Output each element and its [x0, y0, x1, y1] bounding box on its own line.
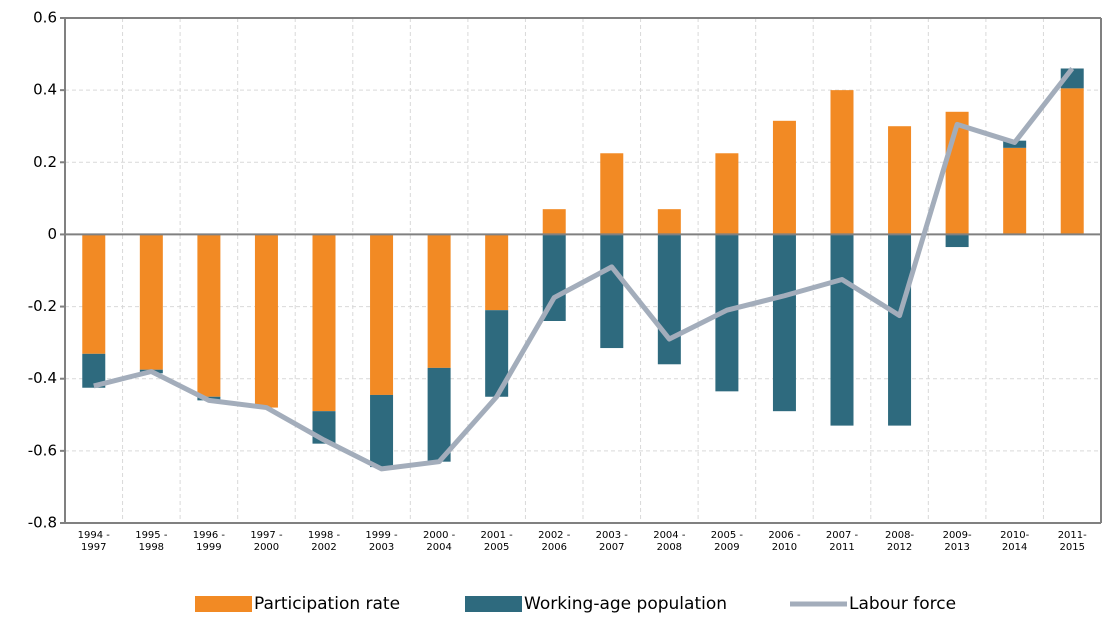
y-tick-label: 0	[47, 225, 57, 243]
bar	[657, 234, 681, 365]
x-tick-label: 2000 - 2004	[422, 530, 456, 553]
legend-swatch	[465, 596, 522, 612]
legend-label: Labour force	[849, 594, 956, 614]
bar	[830, 234, 854, 426]
y-tick-label: 0.4	[33, 81, 57, 99]
bar	[427, 234, 451, 368]
y-tick-label: 0.6	[33, 9, 57, 27]
bar	[772, 234, 796, 412]
x-tick-label: 1998 - 2002	[307, 530, 341, 553]
x-tick-label: 2011- 2015	[1057, 530, 1087, 553]
bar	[485, 310, 509, 397]
bar	[888, 126, 912, 235]
bar	[830, 90, 854, 235]
bar	[485, 234, 509, 311]
bar	[542, 234, 566, 321]
x-tick-label: 2002 - 2006	[538, 530, 571, 553]
x-tick-label: 2003 - 2007	[595, 530, 628, 553]
y-tick-label: -0.4	[28, 369, 57, 387]
y-tick-label: -0.6	[28, 441, 57, 459]
x-tick-label: 2008- 2012	[885, 530, 915, 553]
bar	[82, 234, 106, 354]
legend-label: Working-age population	[524, 594, 727, 614]
bar	[1060, 88, 1084, 235]
bar	[139, 234, 163, 370]
y-tick-label: -0.2	[28, 297, 57, 315]
y-tick-label: 0.2	[33, 153, 57, 171]
bar	[600, 153, 624, 235]
x-tick-label: 1997 - 2000	[250, 530, 283, 553]
line	[93, 66, 1075, 472]
x-tick-label: 1999 - 2003	[365, 530, 398, 553]
bar	[945, 234, 969, 248]
bar	[888, 234, 912, 426]
bar	[772, 120, 796, 235]
x-tick-label: 1996 - 1999	[192, 530, 225, 553]
bar	[82, 353, 106, 388]
x-tick-label: 2004 - 2008	[653, 530, 686, 553]
y-tick-label: -0.8	[28, 514, 57, 532]
x-tick-label: 2009- 2013	[942, 530, 972, 553]
legend-label: Participation rate	[254, 594, 400, 614]
bar	[370, 234, 394, 395]
bar	[1003, 147, 1027, 235]
bar	[600, 234, 624, 349]
legend-swatch	[195, 596, 252, 612]
bar	[715, 153, 739, 235]
x-tick-label: 1995 - 1998	[135, 530, 168, 553]
bar	[197, 234, 221, 397]
x-tick-label: 2010- 2014	[1000, 530, 1030, 553]
x-tick-label: 2001 - 2005	[480, 530, 513, 553]
x-tick-label: 2006 - 2010	[768, 530, 801, 553]
bar	[542, 209, 566, 235]
bar	[254, 234, 278, 408]
bar	[312, 234, 336, 412]
bar	[427, 367, 451, 462]
x-tick-label: 2007 - 2011	[825, 530, 859, 553]
bar	[657, 209, 681, 235]
bar	[370, 394, 394, 468]
x-tick-label: 1994 - 1997	[77, 530, 110, 553]
x-tick-label: 2005 - 2009	[710, 530, 743, 553]
